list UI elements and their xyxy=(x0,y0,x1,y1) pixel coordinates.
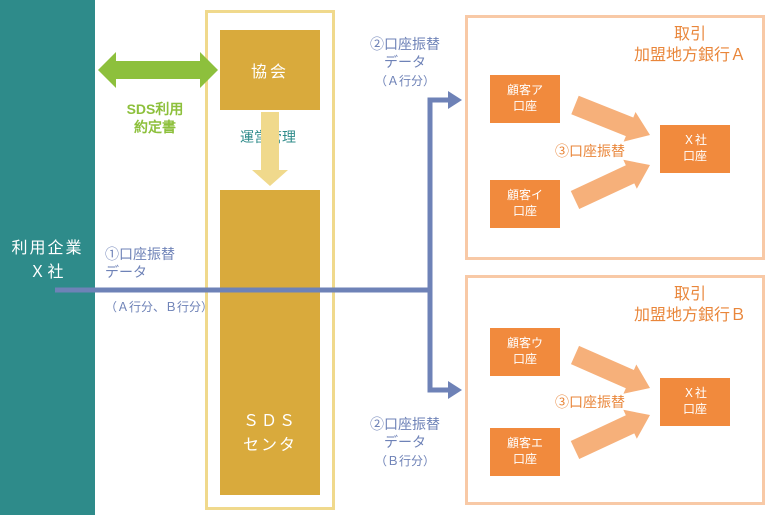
unei-label: 運営管理 xyxy=(240,129,296,145)
blue-up-line xyxy=(430,100,448,290)
flow2b-sub: （Ｂ行分） xyxy=(375,454,435,468)
unei-kanri-label: 運営管理 xyxy=(240,128,296,146)
bank-a-transfer: ③口座振替 xyxy=(555,143,625,159)
bank-b-title2: 加盟地方銀行Ｂ xyxy=(634,307,746,324)
bank-a-xacct-l1: Ｘ社 xyxy=(683,133,707,149)
green-l2: 約定書 xyxy=(134,119,176,135)
bank-b-transfer-label: ③口座振替 xyxy=(555,393,625,411)
bank-b-cust1: 顧客ウ 口座 xyxy=(490,328,560,376)
sds-center-l1: ＳＤＳ xyxy=(243,407,297,431)
bank-b-cust2-l2: 口座 xyxy=(513,452,537,468)
bank-a-title2: 加盟地方銀行Ａ xyxy=(634,47,746,64)
flow2b-label: ②口座振替 データ （Ｂ行分） xyxy=(355,415,455,470)
flow2b-l2: データ xyxy=(384,434,426,450)
bank-a-cust1-l1: 顧客ア xyxy=(507,83,543,99)
kyokai-label: 協会 xyxy=(251,58,289,82)
bank-a-cust2-l1: 顧客イ xyxy=(507,188,543,204)
flow2a-sub: （Ａ行分） xyxy=(375,74,435,88)
bank-b-title1: 取引 xyxy=(674,286,706,303)
flow2a-l1: ②口座振替 xyxy=(370,36,440,52)
bank-a-title: 取引 加盟地方銀行Ａ xyxy=(620,25,760,67)
bank-b-xacct-l1: Ｘ社 xyxy=(683,386,707,402)
blue-down-arrowhead-icon xyxy=(448,381,462,399)
flow1-sub: （Ａ行分、Ｂ行分） xyxy=(105,300,213,314)
bank-a-xacct: Ｘ社 口座 xyxy=(660,125,730,173)
green-l1: SDS利用 xyxy=(127,101,184,117)
flow2a-l2: データ xyxy=(384,54,426,70)
bank-b-cust2-l1: 顧客エ xyxy=(507,436,543,452)
sds-center-l2: センタ xyxy=(243,431,297,455)
bank-b-xacct: Ｘ社 口座 xyxy=(660,378,730,426)
bank-b-xacct-l2: 口座 xyxy=(683,402,707,418)
bank-b-cust1-l2: 口座 xyxy=(513,352,537,368)
kyokai-box: 協会 xyxy=(220,30,320,110)
left-bar-line2: Ｘ社 xyxy=(29,258,65,282)
bank-a-cust2: 顧客イ 口座 xyxy=(490,180,560,228)
flow1-l1: ①口座振替 xyxy=(105,246,175,262)
bank-a-cust1: 顧客ア 口座 xyxy=(490,75,560,123)
flow1-label: ①口座振替 データ xyxy=(105,245,205,281)
bank-a-cust2-l2: 口座 xyxy=(513,204,537,220)
bank-a-xacct-l2: 口座 xyxy=(683,149,707,165)
bank-b-title: 取引 加盟地方銀行Ｂ xyxy=(620,285,760,327)
blue-down-line xyxy=(430,290,448,390)
bank-b-cust1-l1: 顧客ウ xyxy=(507,336,543,352)
left-bar-line1: 利用企業 xyxy=(11,234,83,258)
sds-center-box: ＳＤＳ センタ xyxy=(220,190,320,495)
flow2b-l1: ②口座振替 xyxy=(370,416,440,432)
bank-b-transfer: ③口座振替 xyxy=(555,394,625,410)
flow2a-label: ②口座振替 データ （Ａ行分） xyxy=(355,35,455,90)
bank-b-cust2: 顧客エ 口座 xyxy=(490,428,560,476)
flow1-l2: データ xyxy=(105,264,147,280)
blue-up-arrowhead-icon xyxy=(448,91,462,109)
green-double-arrow-icon xyxy=(98,52,218,88)
bank-a-title1: 取引 xyxy=(674,26,706,43)
left-company-bar: 利用企業 Ｘ社 xyxy=(0,0,95,515)
green-arrow-label: SDS利用 約定書 xyxy=(110,100,200,136)
bank-a-transfer-label: ③口座振替 xyxy=(555,142,625,160)
flow1-sub-label: （Ａ行分、Ｂ行分） xyxy=(105,300,213,316)
bank-a-cust1-l2: 口座 xyxy=(513,99,537,115)
